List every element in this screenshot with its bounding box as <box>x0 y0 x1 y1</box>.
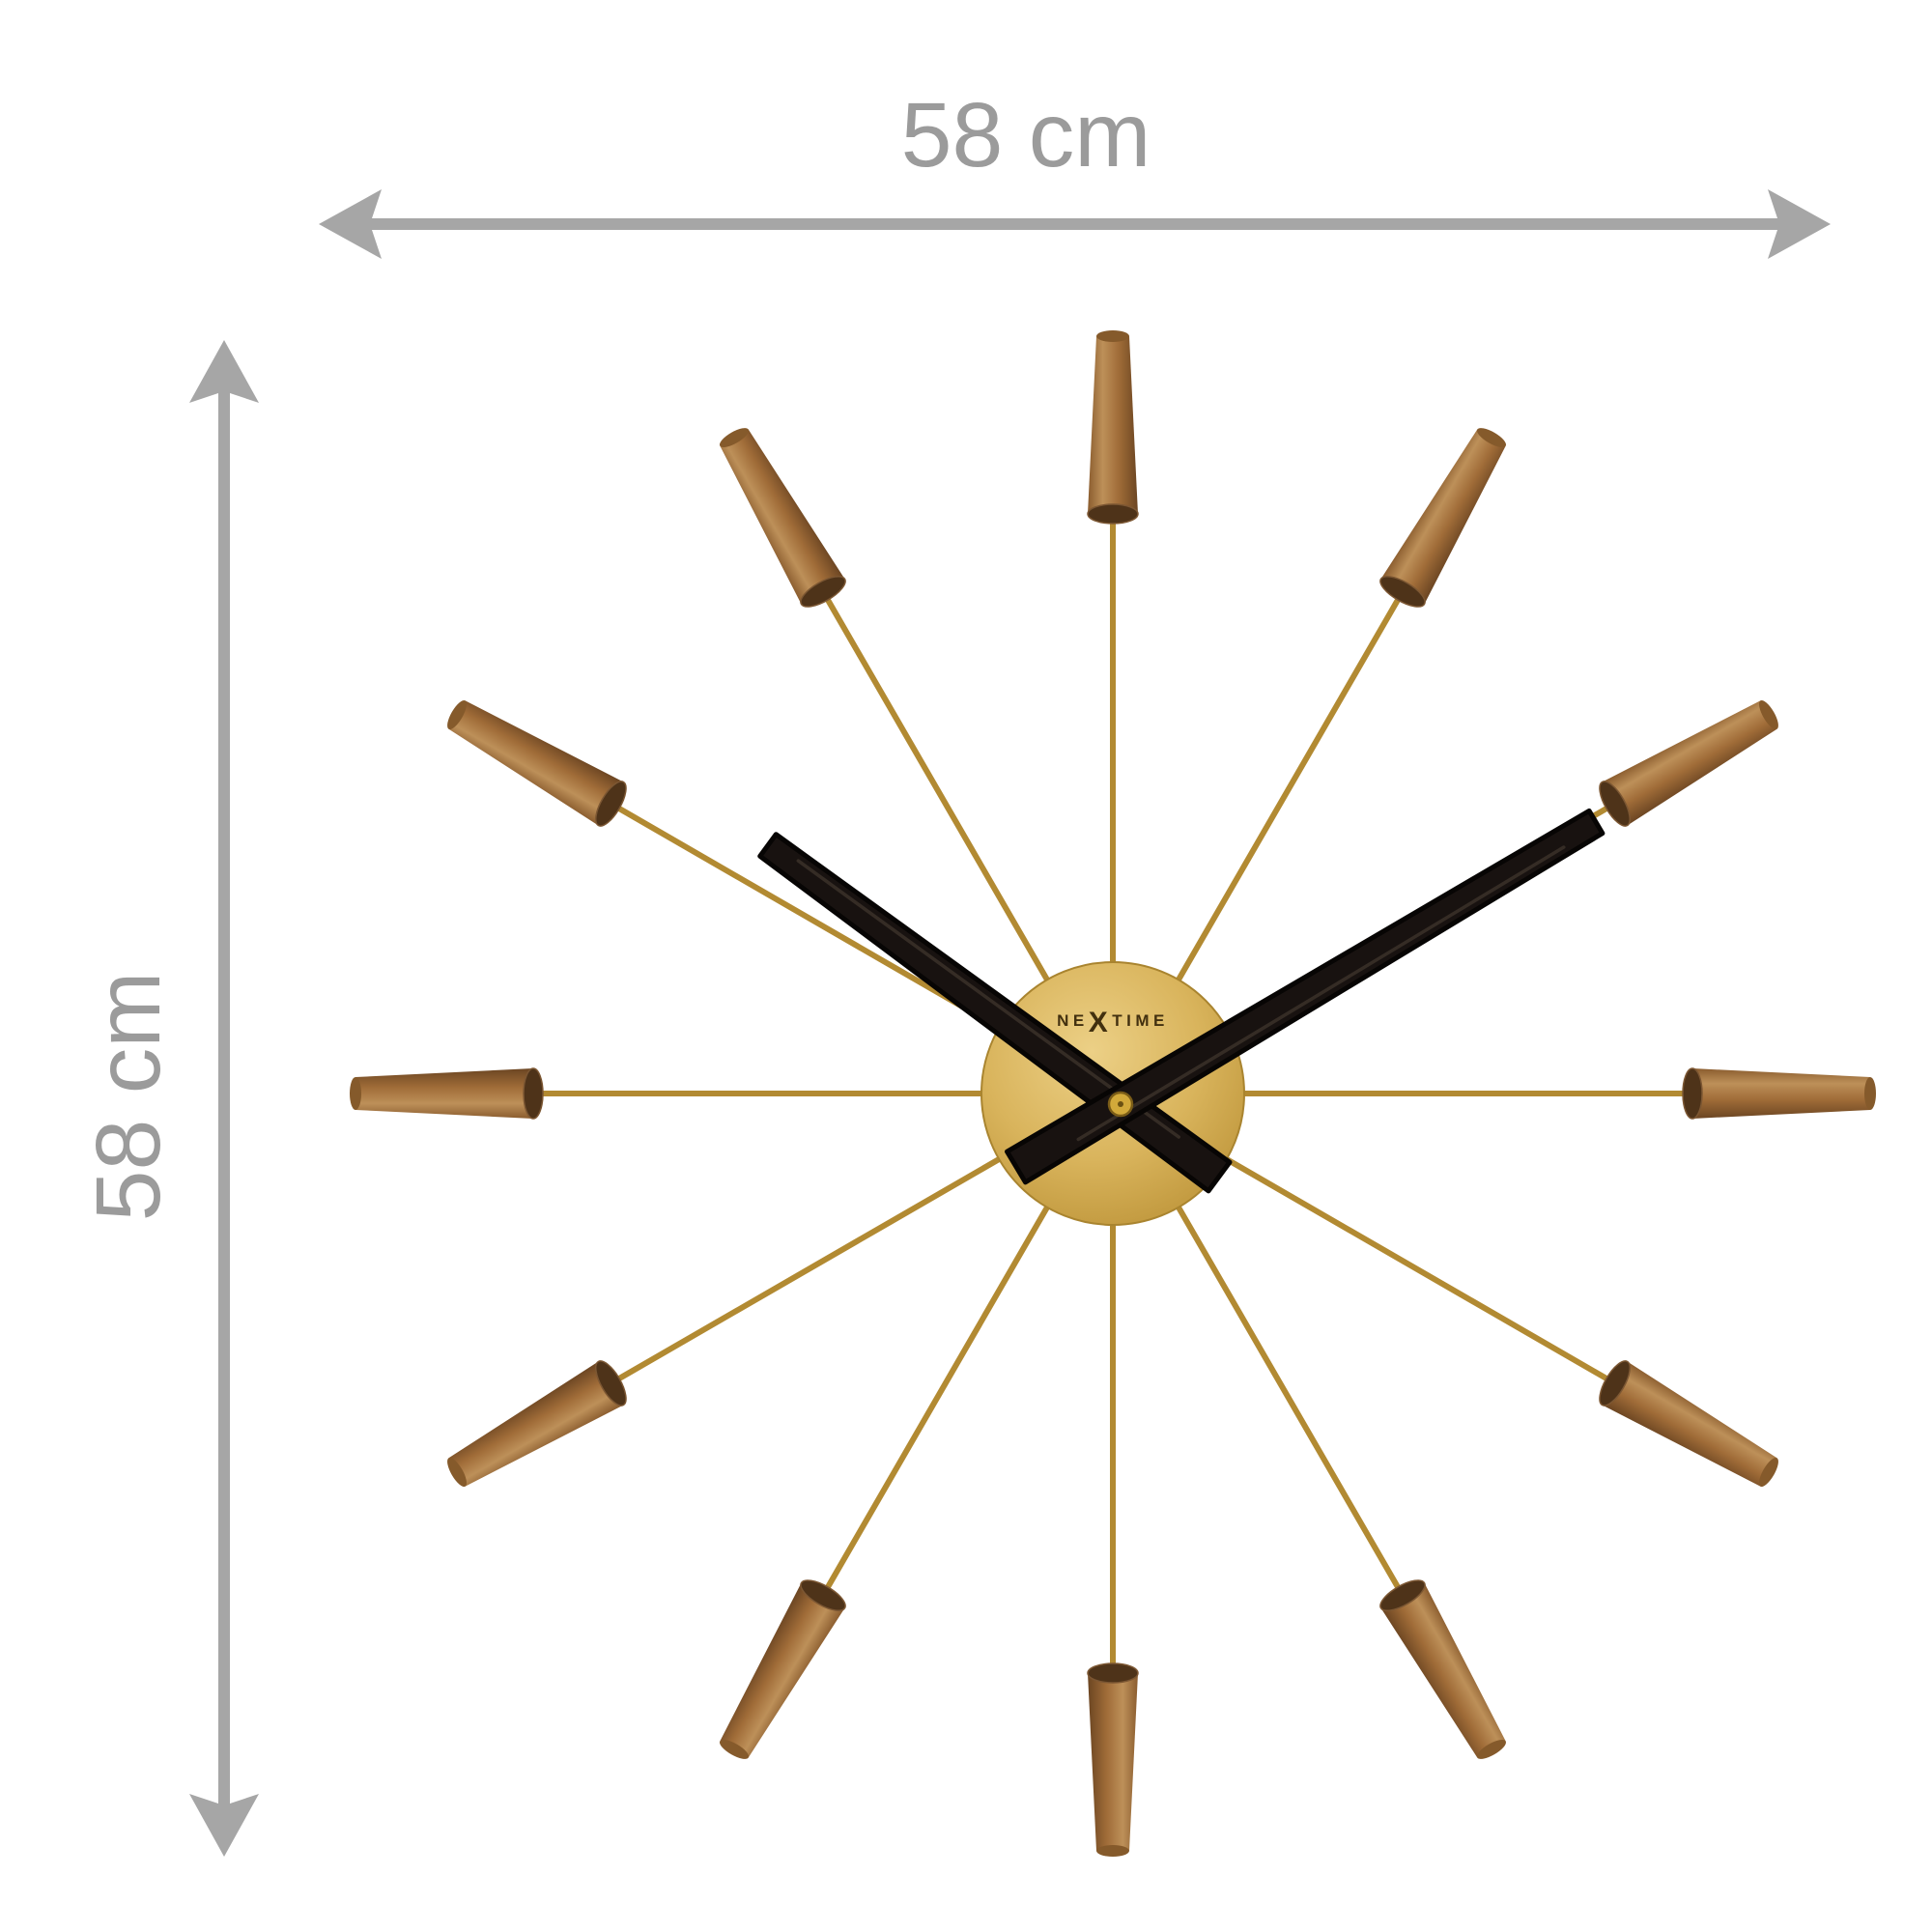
spoke-peg-inner-face <box>595 1360 627 1406</box>
spoke-peg-inner-face <box>1599 1360 1631 1406</box>
spoke-peg <box>1088 1673 1138 1851</box>
spoke-rod <box>818 1185 1062 1601</box>
brand-logo-pre: NE <box>1057 1011 1089 1030</box>
spoke-peg-inner-face <box>1087 503 1139 525</box>
spoke-peg <box>1380 429 1506 605</box>
spoke-peg <box>448 1361 624 1487</box>
spoke-peg-outer-face <box>447 699 467 730</box>
clock-spoke <box>1164 1185 1507 1759</box>
spoke-rod <box>818 586 1062 1002</box>
spoke-peg-outer-face <box>719 428 750 447</box>
spoke-peg-inner-face <box>523 1067 544 1120</box>
spoke-peg-inner-face <box>800 1579 846 1611</box>
spoke-peg <box>355 1068 533 1119</box>
spoke-rod <box>1164 586 1407 1002</box>
dimension-width: 58 cm <box>319 84 1831 259</box>
brand-logo-post: TIME <box>1112 1011 1169 1030</box>
height-arrow-top-head <box>189 340 259 403</box>
wall-clock: NEXTIME <box>350 330 1876 1857</box>
spoke-peg <box>1380 1582 1506 1758</box>
spoke-peg <box>1602 1361 1777 1487</box>
width-arrow-right-head <box>1768 189 1831 259</box>
spoke-peg-outer-face <box>1864 1077 1876 1110</box>
spoke-peg-inner-face <box>800 576 846 608</box>
spoke-peg-outer-face <box>350 1077 361 1110</box>
spoke-peg <box>1602 700 1777 826</box>
dimension-height: 58 cm <box>77 340 259 1857</box>
clock-spoke <box>1087 330 1139 985</box>
spoke-peg-inner-face <box>1682 1067 1703 1120</box>
spoke-peg-inner-face <box>1379 576 1426 608</box>
clock-spoke <box>719 428 1062 1002</box>
spoke-rod <box>1164 1185 1407 1601</box>
spoke-peg <box>1088 336 1138 514</box>
spoke-peg-outer-face <box>1759 1457 1778 1488</box>
brand-logo-x: X <box>1089 1007 1113 1038</box>
spoke-peg-inner-face <box>1379 1579 1426 1611</box>
spoke-peg-outer-face <box>719 1740 750 1759</box>
clock-spoke <box>447 1145 1021 1488</box>
spoke-peg <box>448 700 624 826</box>
clock-spoke <box>719 1185 1062 1759</box>
spoke-peg-inner-face <box>1599 781 1631 827</box>
height-arrow-bottom-head <box>189 1794 259 1857</box>
width-arrow-left-head <box>319 189 382 259</box>
spoke-rod <box>1205 1145 1620 1388</box>
clock-spoke <box>350 1067 1005 1120</box>
spoke-peg <box>1692 1068 1870 1119</box>
clock-spoke <box>1221 1067 1876 1120</box>
spoke-peg-outer-face <box>1476 1740 1507 1759</box>
spoke-peg <box>720 1582 845 1758</box>
spoke-peg-inner-face <box>595 781 627 827</box>
clock-spoke <box>1205 1145 1778 1488</box>
height-dimension-label: 58 cm <box>77 972 180 1222</box>
brand-logo: NEXTIME <box>1057 1007 1169 1038</box>
clock-spoke <box>447 699 1021 1042</box>
spoke-peg-outer-face <box>1759 699 1778 730</box>
spoke-peg-outer-face <box>447 1457 467 1488</box>
clock-spoke <box>1164 428 1507 1002</box>
spoke-peg-outer-face <box>1096 1845 1129 1857</box>
spoke-rod <box>606 1145 1021 1388</box>
clock-pin-dot <box>1118 1101 1123 1107</box>
minute-hand <box>1005 808 1605 1185</box>
hand-gloss <box>1076 845 1566 1142</box>
hand-body <box>1005 808 1605 1185</box>
spoke-peg-inner-face <box>1087 1662 1139 1684</box>
spoke-peg-outer-face <box>1476 428 1507 447</box>
spoke-peg-outer-face <box>1096 330 1129 342</box>
clock-spokes <box>350 330 1876 1857</box>
width-dimension-label: 58 cm <box>901 84 1151 186</box>
spoke-peg <box>720 429 845 605</box>
clock-spoke <box>1087 1202 1139 1857</box>
